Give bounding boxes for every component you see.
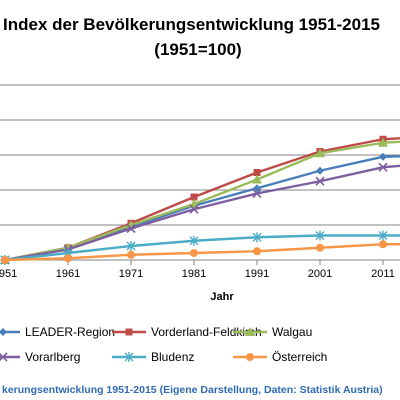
legend-label: Walgau — [272, 325, 312, 339]
data-point-marker — [378, 137, 388, 147]
data-point-marker — [379, 240, 387, 249]
series-line — [4, 164, 400, 262]
series-lines — [0, 135, 400, 265]
data-point-marker — [252, 232, 262, 243]
series--sterreich — [1, 240, 400, 264]
data-point-marker — [253, 247, 261, 256]
data-point-marker — [316, 243, 324, 252]
data-point-marker — [379, 152, 387, 161]
data-point-marker — [127, 250, 135, 259]
gridlines — [0, 84, 400, 226]
data-point-marker — [0, 328, 7, 336]
legend-item: Österreich — [233, 350, 327, 364]
legend-label: Bludenz — [151, 350, 194, 364]
figure-caption: kerungsentwicklung 1951-2015 (Eigene Dar… — [2, 384, 383, 396]
legend-label: Vorarlberg — [25, 350, 80, 364]
data-point-marker — [190, 249, 198, 257]
series-line — [4, 243, 400, 262]
data-point-marker — [126, 241, 136, 251]
data-point-marker — [124, 352, 134, 362]
legend-label: Österreich — [272, 350, 327, 364]
series-line — [4, 140, 400, 262]
data-point-marker — [252, 174, 262, 184]
data-point-marker — [126, 223, 136, 234]
legend-item: LEADER-Region — [0, 325, 115, 339]
data-point-marker — [190, 193, 198, 201]
legend-item: Bludenz — [112, 350, 194, 364]
chart-title-line-1: Index der Bevölkerungsentwicklung 1951-2… — [3, 15, 380, 34]
x-axis-ticks: 1951 1961 1971 1981 1991 2001 2011 — [0, 260, 395, 280]
data-point-marker — [315, 148, 325, 158]
data-point-marker — [315, 230, 325, 241]
legend-item: Vorarlberg — [0, 350, 80, 364]
data-point-marker — [64, 254, 72, 263]
data-point-marker — [125, 328, 133, 336]
x-axis-title: Jahr — [210, 291, 234, 303]
series-line — [4, 234, 400, 262]
data-point-marker — [316, 166, 324, 175]
data-point-marker — [378, 230, 388, 241]
x-tick-label: 2001 — [308, 268, 332, 280]
data-point-marker — [252, 188, 262, 199]
legend-label: Vorderland-Feldkirch — [151, 325, 262, 339]
legend-item: Walgau — [233, 325, 312, 339]
x-tick-label: 1981 — [182, 268, 206, 280]
data-point-marker — [378, 162, 388, 172]
data-point-marker — [246, 353, 254, 361]
chart-title-line-2: (1951=100) — [154, 40, 241, 59]
data-point-marker — [315, 176, 325, 186]
x-tick-label: 1971 — [119, 268, 143, 280]
data-point-marker — [189, 235, 199, 246]
data-point-marker — [0, 352, 8, 362]
x-tick-label: 2011 — [371, 268, 395, 280]
legend-label: LEADER-Region — [25, 325, 115, 339]
series-bludenz — [0, 230, 400, 265]
x-tick-label: 1991 — [245, 268, 269, 280]
x-tick-label: 1951 — [0, 268, 17, 280]
x-tick-label: 1961 — [56, 268, 80, 280]
data-point-marker — [189, 204, 199, 214]
data-point-marker — [253, 184, 261, 193]
data-point-marker — [1, 256, 9, 264]
legend-item: Vorderland-Feldkirch — [112, 325, 262, 339]
data-point-marker — [245, 327, 255, 336]
legend: LEADER-Region Vorderland-Feldkirch Walgau V… — [0, 325, 327, 364]
data-point-marker — [253, 169, 261, 176]
